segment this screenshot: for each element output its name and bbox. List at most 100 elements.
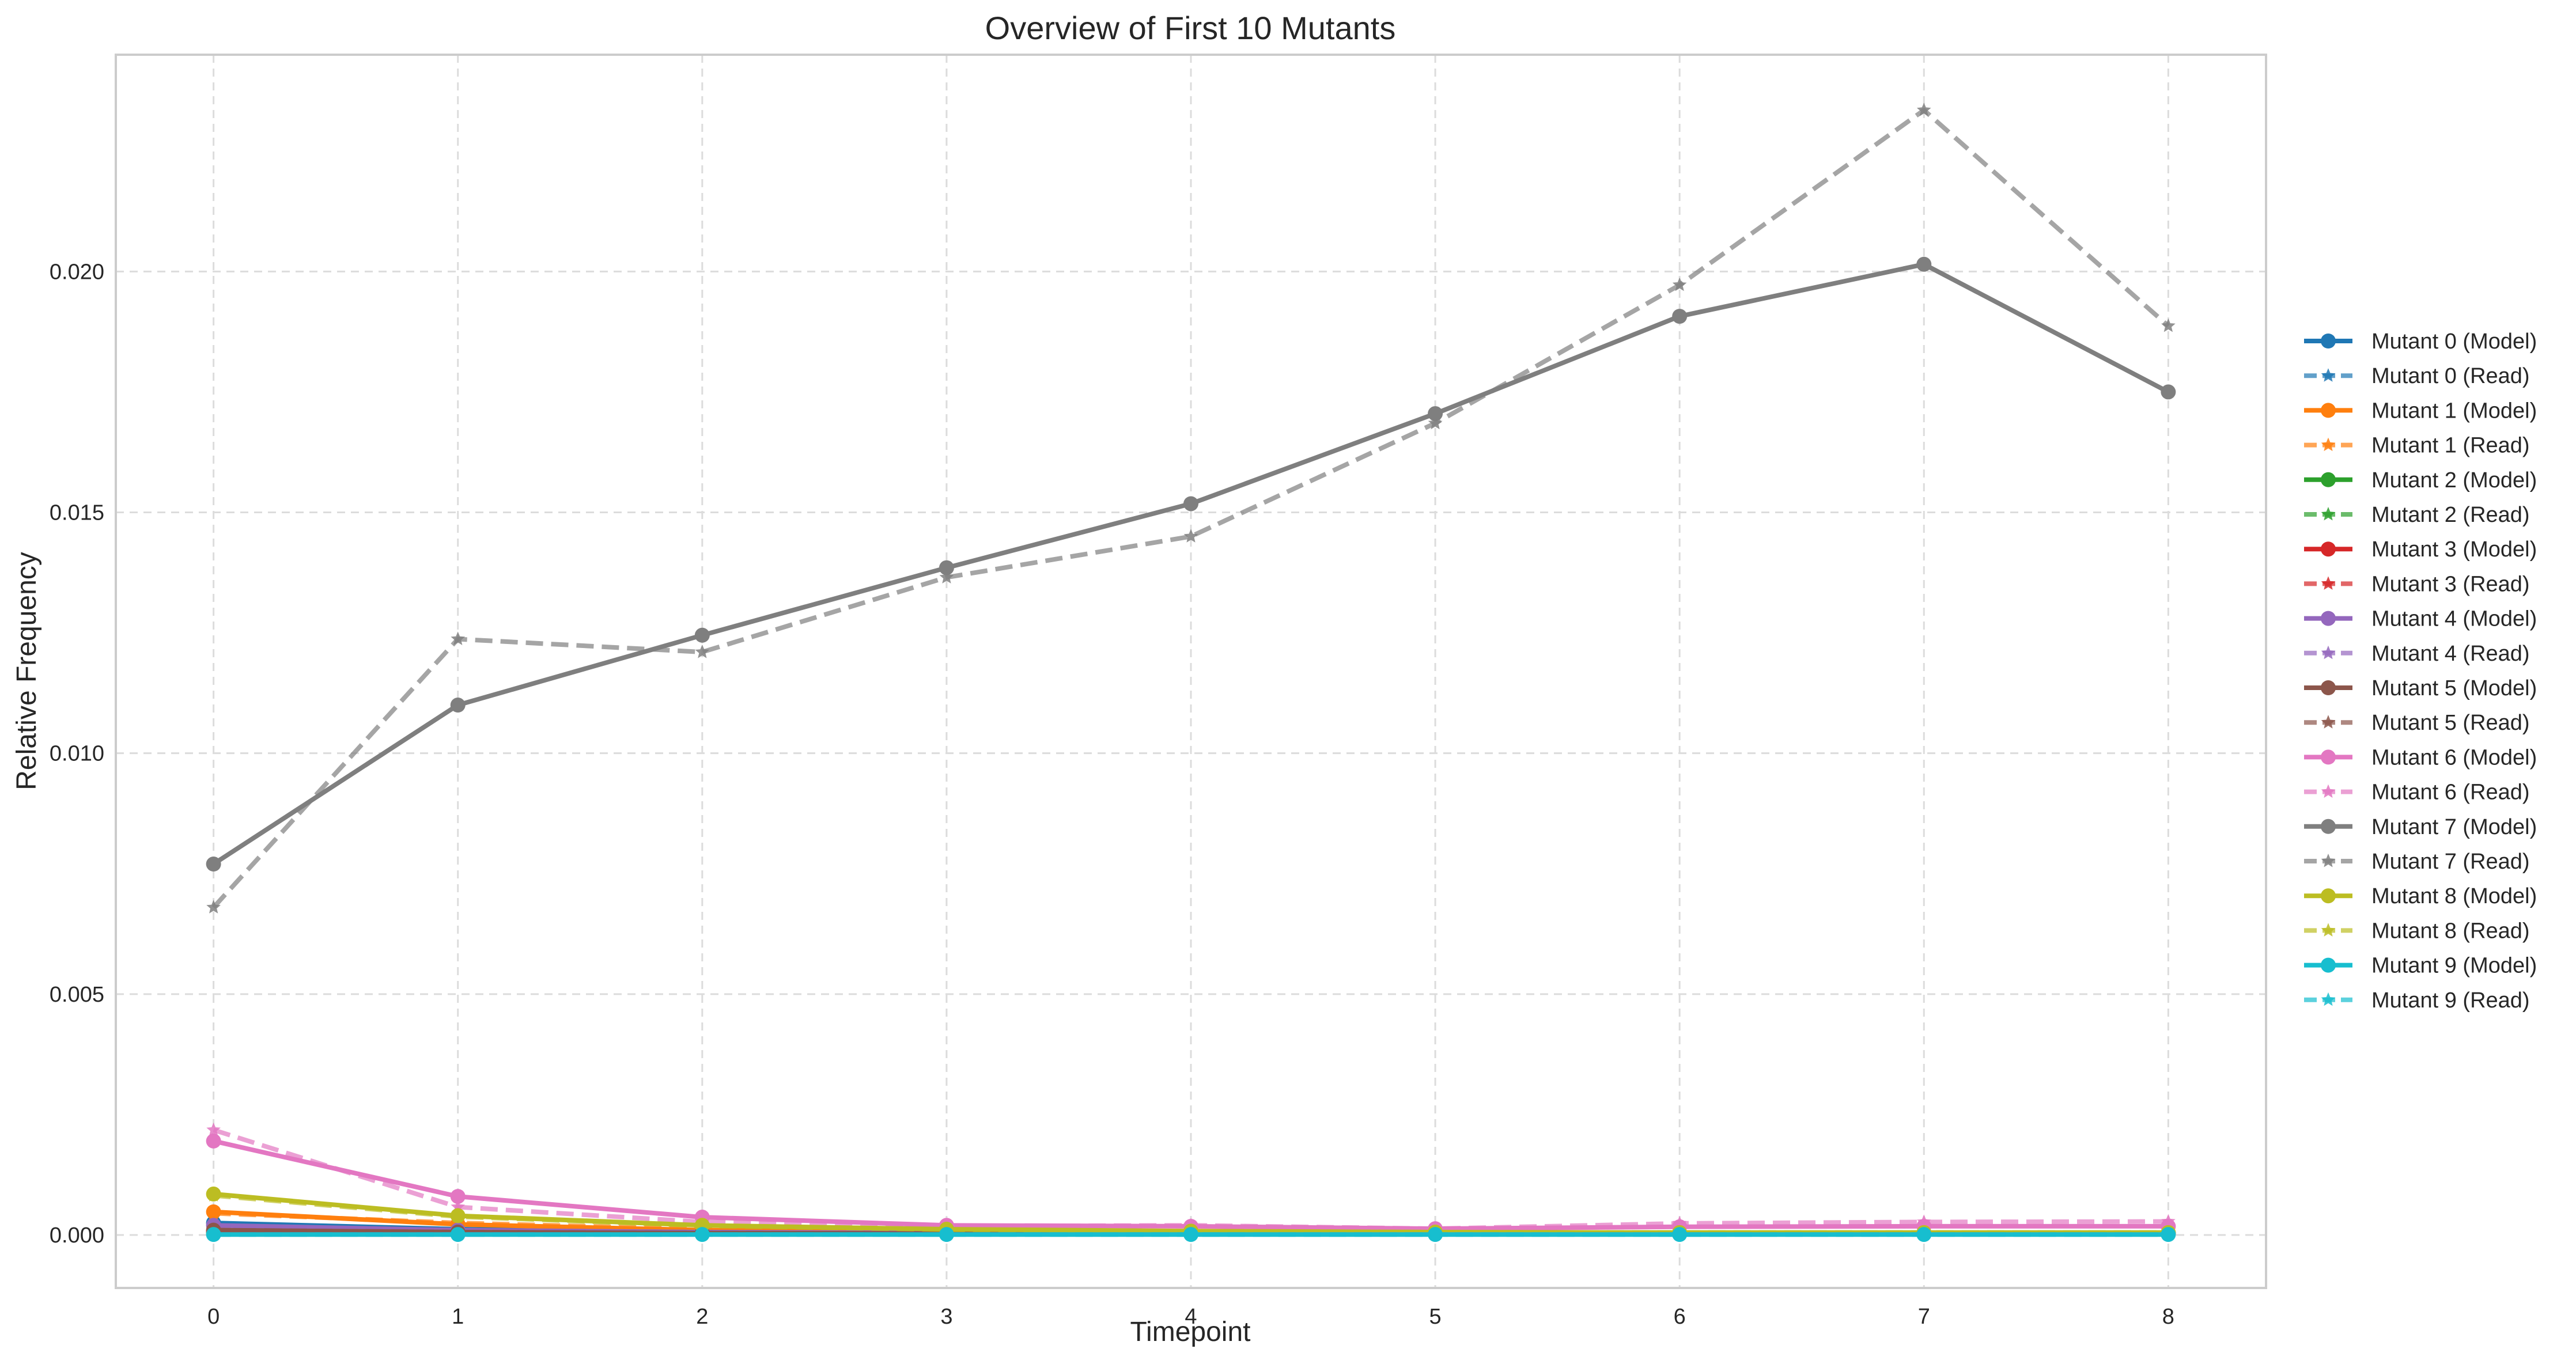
legend-marker: [2321, 541, 2336, 557]
legend-item: Mutant 3 (Read): [2304, 572, 2530, 596]
legend-label: Mutant 2 (Model): [2371, 468, 2537, 492]
legend-label: Mutant 4 (Model): [2371, 607, 2537, 631]
data-point: [939, 1227, 954, 1241]
data-point: [1672, 277, 1687, 291]
data-point: [2161, 1214, 2176, 1228]
legend-label: Mutant 3 (Read): [2371, 572, 2530, 596]
data-point: [1672, 309, 1688, 324]
legend-label: Mutant 2 (Read): [2371, 503, 2530, 527]
legend-label: Mutant 8 (Model): [2371, 884, 2537, 908]
legend-label: Mutant 8 (Read): [2371, 919, 2530, 943]
legend-item: Mutant 6 (Read): [2304, 780, 2530, 805]
data-point: [451, 1227, 466, 1241]
x-tick-label: 8: [2162, 1305, 2174, 1329]
legend-item: Mutant 2 (Read): [2304, 503, 2530, 527]
legend-item: Mutant 4 (Read): [2304, 642, 2530, 666]
legend-label: Mutant 3 (Model): [2371, 537, 2537, 562]
legend-item: Mutant 6 (Model): [2304, 745, 2537, 770]
legend-item: Mutant 2 (Model): [2304, 468, 2537, 492]
data-point: [1672, 1227, 1687, 1241]
legend-marker: [2321, 334, 2336, 348]
legend-item: Mutant 9 (Model): [2304, 954, 2537, 978]
x-tick-label: 7: [1918, 1305, 1930, 1329]
data-point: [451, 1209, 466, 1223]
legend-label: Mutant 0 (Model): [2371, 329, 2537, 354]
data-point: [1916, 103, 1931, 116]
legend-label: Mutant 6 (Model): [2371, 745, 2537, 770]
legend-label: Mutant 7 (Read): [2371, 850, 2530, 874]
data-point: [206, 1133, 221, 1149]
data-point: [206, 1227, 221, 1241]
data-point: [451, 631, 466, 645]
legend-marker: [2321, 854, 2336, 867]
data-point: [1428, 1227, 1443, 1241]
series-mutant-7-model: [206, 256, 2176, 872]
x-tick-label: 5: [1429, 1305, 1442, 1329]
legend-marker: [2321, 611, 2336, 626]
legend-item: Mutant 8 (Read): [2304, 919, 2530, 943]
legend-marker: [2321, 645, 2336, 660]
legend-marker: [2321, 957, 2336, 973]
data-point: [2161, 384, 2176, 400]
legend-label: Mutant 5 (Model): [2371, 676, 2537, 700]
data-point: [2161, 1227, 2176, 1241]
series-mutant-7-read: [206, 103, 2176, 914]
legend-marker: [2321, 784, 2336, 798]
y-axis-label: Relative Frequency: [12, 552, 42, 790]
data-point: [1428, 406, 1443, 422]
legend-label: Mutant 4 (Read): [2371, 642, 2530, 666]
legend-item: Mutant 0 (Read): [2304, 364, 2530, 388]
grid: [116, 55, 2266, 1288]
data-point: [1916, 1227, 1931, 1241]
data-point: [1428, 415, 1443, 430]
legend-label: Mutant 1 (Read): [2371, 434, 2530, 458]
legend-marker: [2321, 923, 2336, 937]
x-tick-label: 3: [940, 1305, 952, 1329]
legend-marker: [2321, 749, 2336, 765]
legend-item: Mutant 7 (Read): [2304, 850, 2530, 874]
legend-item: Mutant 7 (Model): [2304, 815, 2537, 839]
x-tick-label: 2: [696, 1305, 708, 1329]
legend-label: Mutant 5 (Read): [2371, 711, 2530, 735]
data-point: [694, 627, 710, 643]
legend-marker: [2321, 715, 2336, 729]
data-point: [206, 900, 221, 914]
legend-item: Mutant 5 (Read): [2304, 711, 2530, 735]
data-point: [939, 560, 954, 575]
data-point: [939, 570, 954, 584]
y-tick-label: 0.000: [50, 1223, 104, 1248]
plot-area: [115, 54, 2267, 1289]
legend-marker: [2321, 992, 2336, 1006]
legend-item: Mutant 3 (Model): [2304, 537, 2537, 562]
legend-marker: [2321, 403, 2336, 418]
legend-item: Mutant 8 (Model): [2304, 884, 2537, 908]
legend-marker: [2321, 507, 2336, 521]
legend-marker: [2321, 576, 2336, 590]
data-point: [2161, 318, 2176, 332]
data-point: [206, 1122, 221, 1136]
series-group: [206, 103, 2176, 1242]
x-tick-label: 0: [207, 1305, 220, 1329]
legend: Mutant 0 (Model) Mutant 0 (Read) Mutant 1 …: [2304, 329, 2537, 1013]
legend-item: Mutant 4 (Model): [2304, 607, 2537, 631]
y-axis-ticks: 0.000 0.005 0.010 0.015 0.020: [50, 260, 104, 1248]
data-point: [695, 1227, 710, 1241]
data-point: [206, 1188, 221, 1202]
data-point: [695, 645, 710, 658]
legend-marker: [2321, 437, 2336, 452]
data-point: [1183, 529, 1198, 543]
legend-marker: [2321, 368, 2336, 382]
legend-item: Mutant 1 (Read): [2304, 434, 2530, 458]
chart-title: Overview of First 10 Mutants: [985, 10, 1396, 46]
x-axis-label: Timepoint: [1130, 1317, 1251, 1347]
y-tick-label: 0.005: [50, 983, 104, 1007]
x-tick-label: 6: [1674, 1305, 1686, 1329]
legend-label: Mutant 6 (Read): [2371, 780, 2530, 805]
y-tick-label: 0.020: [50, 260, 104, 284]
data-point: [450, 1189, 466, 1204]
data-point: [206, 857, 221, 872]
data-point: [450, 698, 466, 713]
data-point: [1916, 256, 1932, 272]
legend-item: Mutant 9 (Read): [2304, 988, 2530, 1013]
